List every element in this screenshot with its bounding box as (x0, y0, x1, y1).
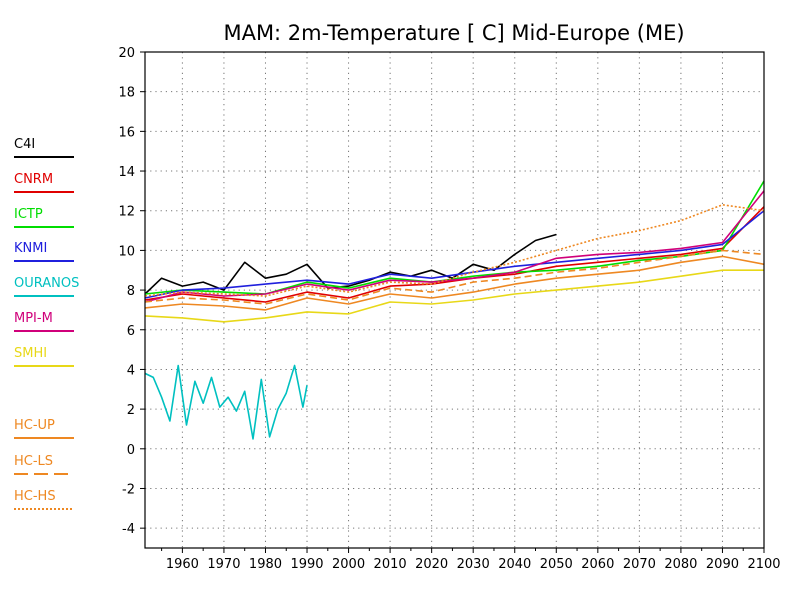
legend-label: CNRM (14, 172, 53, 187)
series-line-knmi (144, 210, 765, 299)
x-tick-label: 2020 (415, 557, 448, 572)
x-tick-label: 1980 (249, 557, 282, 572)
y-tick-label: 6 (127, 324, 135, 339)
x-tick-label: 2030 (457, 557, 490, 572)
x-tick-label: 2070 (623, 557, 656, 572)
y-tick-label: 12 (118, 205, 135, 220)
y-tick-label: 2 (127, 403, 135, 418)
x-tick-label: 2010 (374, 557, 407, 572)
plot-frame (144, 51, 765, 549)
series-line-hc-up (144, 255, 765, 311)
series-line-hc-ls (144, 249, 765, 305)
x-tick-label: 1960 (166, 557, 199, 572)
y-tick-label: 20 (118, 46, 135, 61)
legend-label: HC-LS (14, 454, 53, 469)
legend-label: HC-UP (14, 418, 55, 433)
legend-label: SMHI (14, 346, 47, 361)
x-tick-label: 1990 (290, 557, 323, 572)
x-tick-label: 2100 (747, 557, 780, 572)
series-line-mpi-m (144, 190, 765, 303)
legend: C4I CNRM ICTP KNMI OURANOS MPI-M SMHI HC-UP HC-L… (14, 137, 79, 510)
series-line-smhi (144, 269, 764, 323)
chart-title: MAM: 2m-Temperature [ C] Mid-Europe (ME) (223, 21, 684, 45)
series-lines (144, 180, 765, 440)
x-axis: 1960 1970 1980 1990 2000 2010 2020 2030 2040 2050… (161, 548, 781, 572)
legend-label: OURANOS (14, 276, 79, 291)
x-tick-label: 2000 (332, 557, 365, 572)
x-tick-label: 2090 (706, 557, 739, 572)
x-tick-label: 2050 (540, 557, 573, 572)
y-tick-label: 0 (127, 443, 135, 458)
series-line-cnrm (144, 206, 765, 303)
y-tick-label: 16 (118, 125, 135, 140)
series-line-hc-hs (144, 204, 765, 297)
y-tick-label: 4 (127, 363, 135, 378)
y-tick-label: -4 (122, 522, 135, 537)
grid (145, 52, 764, 548)
y-tick-label: 14 (118, 165, 135, 180)
series-line-ouranos (144, 364, 308, 440)
x-tick-label: 1970 (207, 557, 240, 572)
legend-label: ICTP (14, 207, 43, 222)
x-tick-label: 2080 (664, 557, 697, 572)
x-tick-label: 2060 (581, 557, 614, 572)
y-tick-label: -2 (122, 482, 135, 497)
legend-label: HC-HS (14, 489, 56, 504)
x-tick-label: 2040 (498, 557, 531, 572)
y-tick-label: 8 (127, 284, 135, 299)
series-line-c4i (144, 233, 557, 295)
legend-label: KNMI (14, 241, 47, 256)
legend-label: MPI-M (14, 311, 53, 326)
legend-label: C4I (14, 137, 35, 152)
y-tick-label: 10 (118, 244, 135, 259)
y-tick-label: 18 (118, 86, 135, 101)
series-line-ictp (144, 180, 765, 295)
